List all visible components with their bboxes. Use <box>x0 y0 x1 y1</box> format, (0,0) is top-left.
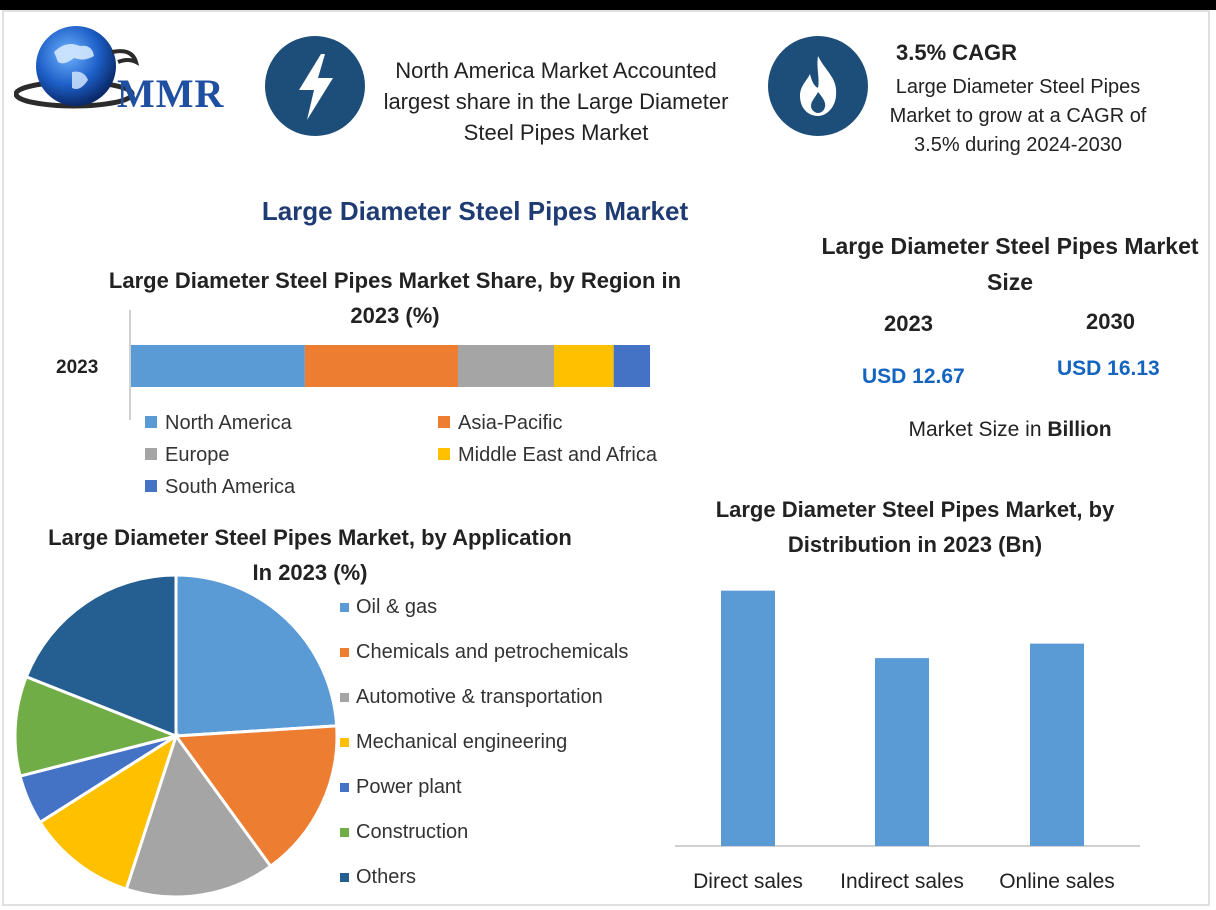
unit-prefix: Market Size in <box>908 418 1048 441</box>
region-segment-asia-pacific <box>304 345 458 387</box>
unit-bold: Billion <box>1047 418 1112 441</box>
region-segment-south-america <box>613 345 650 387</box>
legend-swatch <box>340 648 349 657</box>
legend-swatch <box>340 783 349 792</box>
application-legend-oil-and-gas: Oil & gas <box>340 596 437 619</box>
legend-swatch <box>145 480 157 492</box>
legend-label: Oil & gas <box>356 596 438 618</box>
cagr-title: 3.5% CAGR <box>896 40 1018 65</box>
value-2023: USD 12.67 <box>862 365 965 388</box>
year-2030-label: 2030 <box>1086 309 1135 334</box>
lightning-icon <box>299 54 333 120</box>
application-legend-others: Others <box>340 866 416 889</box>
legend-swatch <box>438 448 450 460</box>
regional-info-text: North America Market Accounted largest s… <box>383 58 729 145</box>
legend-label: South America <box>165 476 296 498</box>
legend-label: North America <box>165 412 292 434</box>
legend-label: Chemicals and petrochemicals <box>356 641 629 663</box>
pie-slice-construction <box>13 674 181 778</box>
market-size-unit: Market Size in Billion <box>820 418 1200 442</box>
value-2030: USD 16.13 <box>1057 357 1160 380</box>
legend-label: Others <box>356 866 417 888</box>
region-segment-europe <box>457 345 554 387</box>
legend-swatch <box>145 416 157 428</box>
top-black-bar <box>0 0 1216 10</box>
main-title: Large Diameter Steel Pipes Market <box>261 196 689 226</box>
cagr-text: Large Diameter Steel Pipes Market to gro… <box>889 76 1147 156</box>
legend-swatch <box>340 693 349 702</box>
distribution-tick-online-sales: Online sales <box>999 870 1115 893</box>
globe-icon <box>13 26 140 109</box>
legend-swatch <box>438 416 450 428</box>
distribution-bar-indirect-sales <box>875 658 929 846</box>
legend-swatch <box>145 448 157 460</box>
market-size-title: Large Diameter Steel Pipes Market Size <box>821 233 1199 295</box>
year-2023-label: 2023 <box>884 311 933 336</box>
legend-label: Asia-Pacific <box>458 412 563 434</box>
region-legend-middle-east-and-africa: Middle East and Africa <box>438 444 657 467</box>
flame-circle <box>768 36 868 136</box>
legend-label: Construction <box>356 821 469 843</box>
region-category-label: 2023 <box>56 357 98 378</box>
lightning-circle <box>265 36 365 136</box>
region-share-chart: 2023 <box>56 310 650 420</box>
legend-label: Middle East and Africa <box>458 444 657 466</box>
region-legend-north-america: North America <box>145 412 292 435</box>
application-legend-construction: Construction <box>340 821 468 844</box>
application-legend-chemicals-and-petrochemicals: Chemicals and petrochemicals <box>340 641 628 664</box>
distribution-bar-chart: Direct sales Indirect sales Online sales <box>675 590 1140 893</box>
distribution-bar-online-sales <box>1030 643 1084 846</box>
legend-label: Power plant <box>356 776 462 798</box>
distribution-tick-direct-sales: Direct sales <box>693 870 803 893</box>
region-legend-asia-pacific: Asia-Pacific <box>438 412 562 435</box>
flame-icon <box>800 56 837 116</box>
legend-swatch <box>340 603 349 612</box>
application-legend-mechanical-engineering: Mechanical engineering <box>340 731 567 754</box>
legend-label: Europe <box>165 444 230 466</box>
region-chart-title: Large Diameter Steel Pipes Market Share,… <box>108 268 682 328</box>
pie-slice-mechanical-engineering <box>37 732 179 892</box>
application-chart-title: Large Diameter Steel Pipes Market, by Ap… <box>48 525 572 585</box>
pie-slice-automotive-and-transportation <box>124 732 273 899</box>
distribution-tick-indirect-sales: Indirect sales <box>840 870 964 893</box>
application-legend-power-plant: Power plant <box>340 776 462 799</box>
legend-label: Automotive & transportation <box>356 686 603 708</box>
legend-label: Mechanical engineering <box>356 731 568 753</box>
mmr-logo: MMR <box>13 22 244 122</box>
application-legend-automotive-and-transportation: Automotive & transportation <box>340 686 603 709</box>
application-pie-chart <box>13 573 339 899</box>
pie-slice-oil-and-gas <box>174 573 339 738</box>
distribution-chart-title: Large Diameter Steel Pipes Market, by Di… <box>715 497 1115 557</box>
legend-swatch <box>340 738 349 747</box>
legend-swatch <box>340 828 349 837</box>
distribution-bar-direct-sales <box>721 590 775 846</box>
region-segment-north-america <box>131 345 305 387</box>
logo-text: MMR <box>117 71 225 116</box>
pie-slice-chemicals-and-petrochemicals <box>173 724 339 869</box>
region-segment-middle-east-and-africa <box>553 345 614 387</box>
legend-swatch <box>340 873 349 882</box>
pie-slice-others <box>24 573 178 739</box>
region-legend-europe: Europe <box>145 444 230 467</box>
region-legend-south-america: South America <box>145 476 295 499</box>
infographic-frame <box>2 10 1210 906</box>
